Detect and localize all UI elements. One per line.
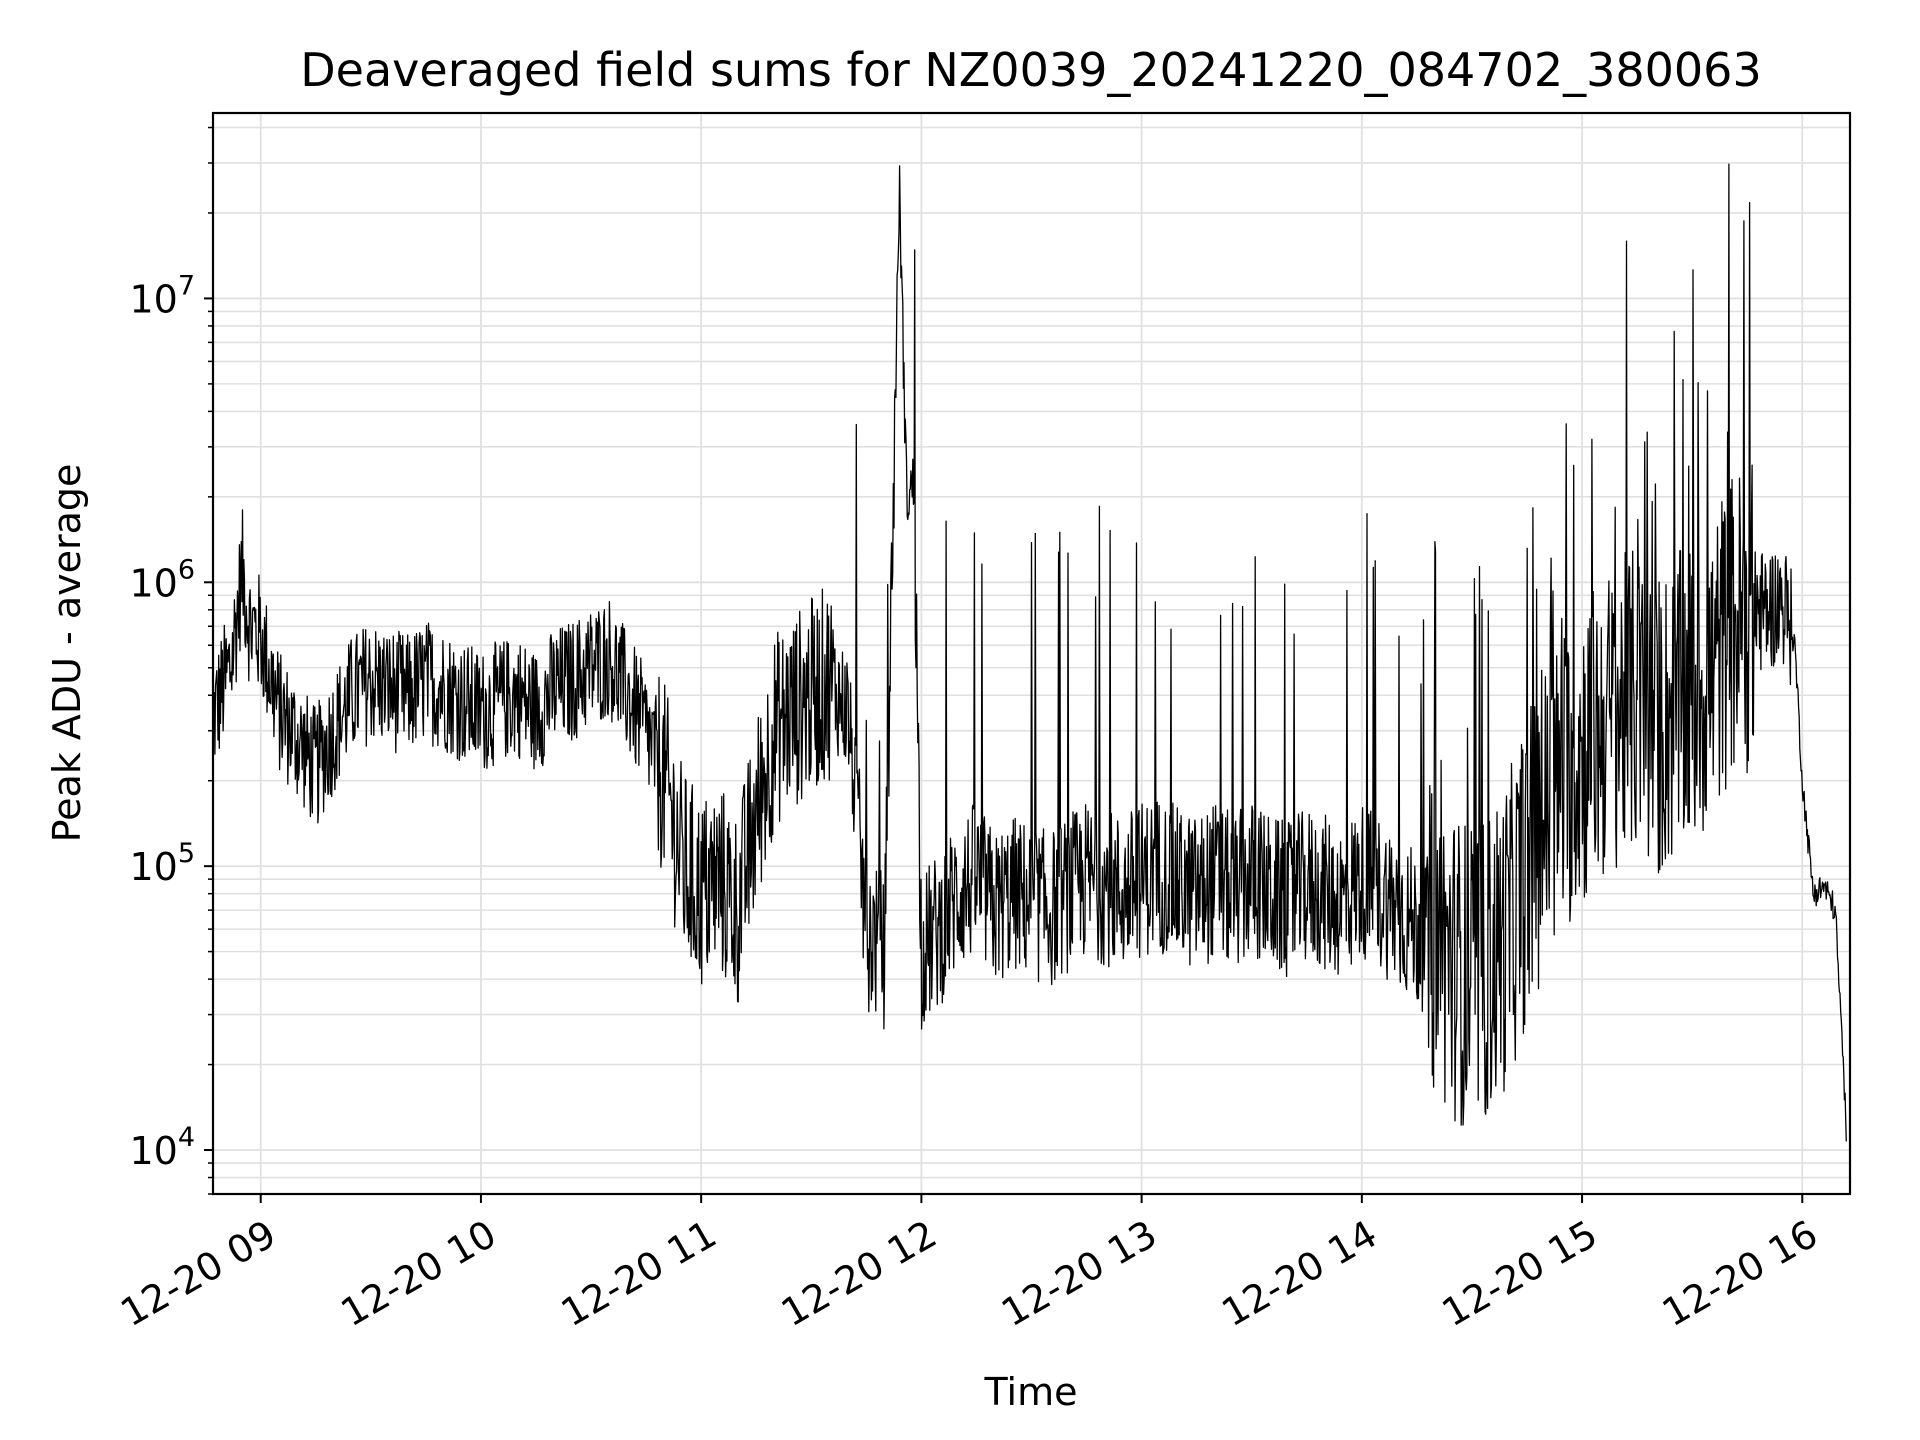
x-axis-label: Time: [984, 1370, 1078, 1414]
chart-title: Deaveraged field sums for NZ0039_2024122…: [300, 43, 1761, 97]
plot-frame: [211, 111, 1852, 1196]
series-line-0: [212, 163, 1847, 1142]
series-layer: [212, 163, 1847, 1142]
y-tick-label: 104: [129, 1122, 195, 1173]
y-axis-label: Peak ADU - average: [45, 464, 89, 843]
y-tick-label: 106: [129, 554, 195, 605]
y-tick-label: 107: [129, 270, 195, 321]
y-tick-label: 105: [129, 838, 195, 889]
